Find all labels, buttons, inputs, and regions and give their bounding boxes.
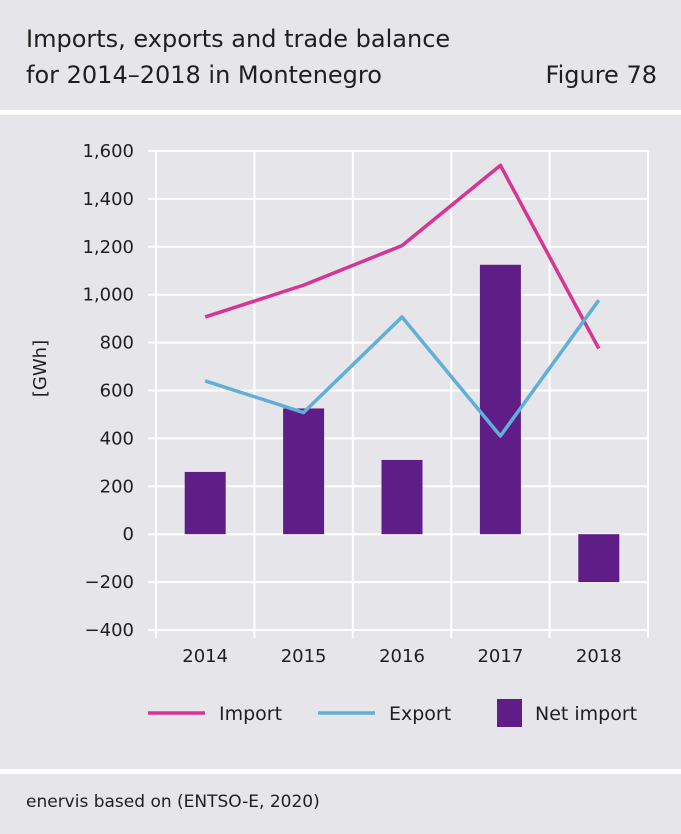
x-tick-label: 2015 — [281, 646, 327, 667]
y-tick-label: 200 — [100, 476, 134, 497]
series-lines — [204, 163, 601, 438]
net-import-bar-2014 — [184, 471, 226, 535]
export-line — [204, 299, 601, 438]
y-tick-label: 400 — [100, 428, 134, 449]
net-import-bar-2015 — [283, 408, 325, 535]
y-tick-label: 1,000 — [82, 285, 134, 306]
chart-header: Imports, exports and trade balance for 2… — [0, 0, 681, 110]
y-tick-label: −400 — [85, 620, 134, 641]
y-tick-label: 1,400 — [82, 189, 134, 210]
legend-net-import-label: Net import — [535, 703, 637, 725]
legend-import-label: Import — [219, 703, 282, 725]
x-tick-label: 2017 — [477, 646, 523, 667]
chart-area: −400 −200 0 200 400 600 800 1,000 1,200 1,400 1,60… — [30, 141, 649, 727]
y-tick-label: 1,600 — [82, 141, 134, 162]
y-tick-label: 600 — [100, 381, 134, 402]
footer-divider — [0, 769, 681, 774]
net-import-bar-2018 — [578, 534, 620, 583]
y-tick-label: 800 — [100, 333, 134, 354]
y-axis-ticks: −400 −200 0 200 400 600 800 1,000 1,200 1,400 1,60… — [82, 141, 134, 641]
chart-title-line-2: for 2014–2018 in Montenegro — [26, 61, 382, 89]
import-line — [204, 163, 601, 350]
y-axis-label: [GWh] — [30, 340, 51, 397]
legend-net-import-swatch — [497, 699, 522, 727]
net-import-bar-2016 — [381, 459, 423, 535]
x-axis-ticks: 2014 2015 2016 2017 2018 — [182, 646, 621, 667]
legend-export-label: Export — [389, 703, 451, 725]
y-tick-label: −200 — [85, 572, 134, 593]
net-import-bar-2017 — [479, 264, 521, 535]
x-tick-label: 2016 — [379, 646, 425, 667]
legend: Import Export Net import — [148, 699, 637, 727]
x-tick-label: 2014 — [182, 646, 228, 667]
chart-title-line-1: Imports, exports and trade balance — [26, 25, 451, 53]
net-import-bars — [184, 264, 620, 583]
y-tick-label: 0 — [123, 524, 134, 545]
y-tick-label: 1,200 — [82, 237, 134, 258]
x-tick-label: 2018 — [576, 646, 622, 667]
header-divider — [0, 110, 681, 115]
source-note: enervis based on (ENTSO-E, 2020) — [26, 792, 320, 812]
grid-lines — [148, 150, 649, 638]
figure-label: Figure 78 — [545, 61, 657, 89]
